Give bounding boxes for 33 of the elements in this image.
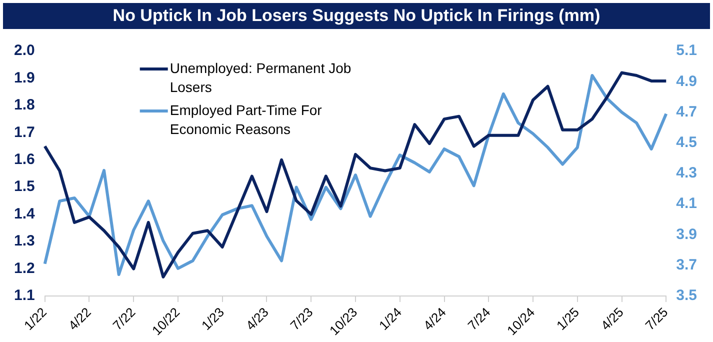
y-tick-label: 1.1 xyxy=(14,287,35,304)
y2-tick-label: 4.3 xyxy=(676,164,698,182)
y2-tick-label: 3.9 xyxy=(676,226,698,243)
x-tick-label: 7/25 xyxy=(642,304,671,334)
y2-tick-label: 4.7 xyxy=(676,103,698,120)
legend-label: Employed Part-Time For Economic Reasons xyxy=(170,102,322,137)
y-tick-label: 1.8 xyxy=(14,96,35,114)
y-tick-label: 1.5 xyxy=(14,178,35,196)
y2-tick-label: 4.1 xyxy=(676,195,698,212)
chart-title: No Uptick In Job Losers Suggests No Uptick In Firings (mm) xyxy=(3,3,710,29)
x-tick-label: 7/22 xyxy=(110,304,138,334)
y-tick-label: 2.0 xyxy=(14,42,35,60)
y2-tick-label: 3.5 xyxy=(676,287,698,304)
x-tick-label: 1/23 xyxy=(198,304,228,334)
y-tick-label: 1.4 xyxy=(14,205,36,222)
x-tick-label: 7/23 xyxy=(287,304,316,334)
y2-tick-label: 5.1 xyxy=(676,42,698,60)
y2-tick-label: 4.5 xyxy=(676,134,698,152)
x-tick-label: 7/24 xyxy=(464,304,494,334)
y2-tick-label: 3.7 xyxy=(676,256,698,274)
y-tick-label: 1.2 xyxy=(14,260,35,277)
x-tick-label: 4/24 xyxy=(420,304,449,334)
y-tick-label: 1.6 xyxy=(14,151,35,168)
y-tick-label: 1.9 xyxy=(14,69,35,86)
x-tick-label: 4/22 xyxy=(65,304,94,334)
y-tick-label: 1.7 xyxy=(14,124,35,141)
x-tick-label: 4/23 xyxy=(242,304,272,334)
x-tick-label: 4/25 xyxy=(598,304,626,334)
y-tick-label: 1.3 xyxy=(14,232,35,250)
legend-label: Unemployed: Permanent Job Losers xyxy=(170,60,352,95)
x-tick-label: 1/24 xyxy=(376,304,405,334)
y2-tick-label: 4.9 xyxy=(676,72,698,90)
x-tick-label: 1/22 xyxy=(21,304,50,334)
